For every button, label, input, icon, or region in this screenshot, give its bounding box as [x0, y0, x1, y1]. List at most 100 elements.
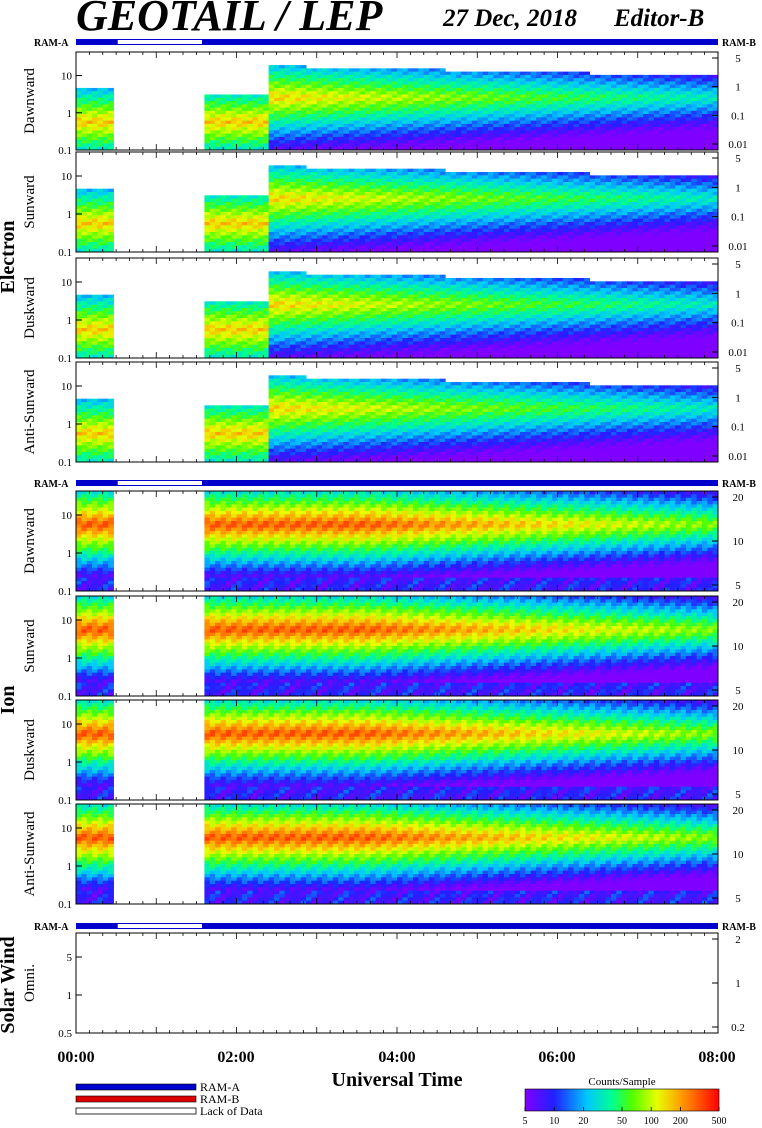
heat-cell	[397, 104, 403, 109]
heat-cell	[220, 110, 227, 115]
heat-cell	[247, 107, 254, 112]
heat-cell	[653, 225, 660, 230]
heat-cell	[664, 110, 671, 115]
heat-cell	[439, 185, 446, 190]
heat-cell	[102, 120, 109, 125]
heat-cell	[701, 123, 708, 128]
heat-cell	[215, 97, 221, 102]
heat-cell	[327, 140, 334, 144]
heat-cell	[611, 245, 617, 250]
heat-cell	[530, 195, 537, 200]
heat-cell	[418, 87, 425, 92]
heat-cell	[108, 192, 114, 196]
heat-cell	[241, 238, 248, 243]
heat-cell	[557, 228, 564, 233]
heat-cell	[712, 215, 719, 220]
heat-cell	[284, 84, 291, 89]
heat-cell	[204, 94, 211, 99]
heat-cell	[471, 114, 478, 118]
heat-cell	[664, 123, 671, 128]
heat-cell	[108, 87, 114, 92]
heat-cell	[338, 248, 344, 253]
heat-cell	[76, 143, 82, 148]
heat-cell	[359, 238, 366, 243]
heat-cell	[76, 314, 82, 319]
heat-cell	[450, 198, 457, 203]
heat-cell	[482, 136, 489, 141]
heat-cell	[691, 74, 698, 79]
heat-cell	[92, 117, 98, 122]
heat-cell	[680, 182, 687, 186]
heat-cell	[568, 84, 575, 89]
heat-cell	[359, 225, 366, 230]
heat-cell	[541, 175, 548, 180]
heat-cell	[322, 71, 328, 76]
heat-cell	[300, 101, 307, 105]
heat-cell	[247, 235, 254, 240]
heat-cell	[102, 136, 109, 141]
heat-cell	[300, 78, 307, 82]
heat-cell	[413, 228, 419, 233]
heat-cell	[247, 97, 254, 102]
heat-cell	[482, 205, 489, 210]
heat-cell	[359, 110, 366, 115]
heat-cell	[482, 198, 489, 203]
heat-cell	[696, 232, 703, 236]
heat-cell	[461, 208, 468, 213]
heat-cell	[541, 238, 548, 243]
heat-cell	[530, 205, 537, 210]
heat-cell	[386, 208, 393, 213]
heat-cell	[493, 232, 500, 236]
heat-cell	[311, 110, 318, 115]
heat-cell	[284, 172, 291, 176]
heat-cell	[701, 185, 708, 190]
heat-cell	[257, 136, 264, 141]
heat-cell	[209, 104, 216, 109]
heat-cell	[311, 143, 318, 148]
heat-cell	[306, 146, 312, 151]
heat-cell	[252, 205, 259, 210]
heat-cell	[327, 222, 334, 226]
heat-cell	[680, 101, 687, 105]
heat-cell	[332, 205, 339, 210]
heat-cell	[509, 245, 516, 250]
heat-cell	[546, 87, 553, 92]
heat-cell	[418, 215, 425, 220]
heat-cell	[418, 205, 425, 210]
heat-cell	[536, 101, 542, 105]
heat-cell	[386, 97, 393, 102]
heat-cell	[364, 248, 371, 253]
heat-cell	[616, 185, 623, 190]
heat-cell	[504, 71, 510, 76]
heat-cell	[391, 192, 398, 196]
heat-cell	[589, 114, 596, 118]
heat-cell	[263, 228, 270, 233]
heat-cell	[659, 140, 665, 144]
heat-cell	[680, 238, 687, 243]
heat-cell	[220, 222, 227, 226]
heat-cell	[108, 114, 114, 118]
heat-cell	[450, 71, 457, 76]
heat-cell	[375, 168, 382, 173]
heat-cell	[509, 188, 516, 193]
heat-cell	[220, 202, 227, 206]
heat-cell	[632, 192, 639, 196]
heat-cell	[568, 232, 575, 236]
heat-cell	[407, 238, 414, 243]
heat-cell	[76, 232, 82, 236]
heat-cell	[220, 114, 227, 118]
heat-cell	[525, 107, 532, 112]
heat-cell	[391, 222, 398, 226]
heat-cell	[466, 242, 473, 246]
heat-cell	[530, 140, 537, 144]
heat-cell	[504, 232, 510, 236]
heat-cell	[487, 107, 494, 112]
heat-cell	[541, 198, 548, 203]
heat-cell	[509, 222, 516, 226]
heat-cell	[659, 101, 665, 105]
heat-cell	[429, 101, 435, 105]
heat-cell	[273, 172, 280, 176]
heat-cell	[359, 130, 366, 135]
heat-cell	[701, 120, 708, 125]
heat-cell	[225, 218, 232, 223]
